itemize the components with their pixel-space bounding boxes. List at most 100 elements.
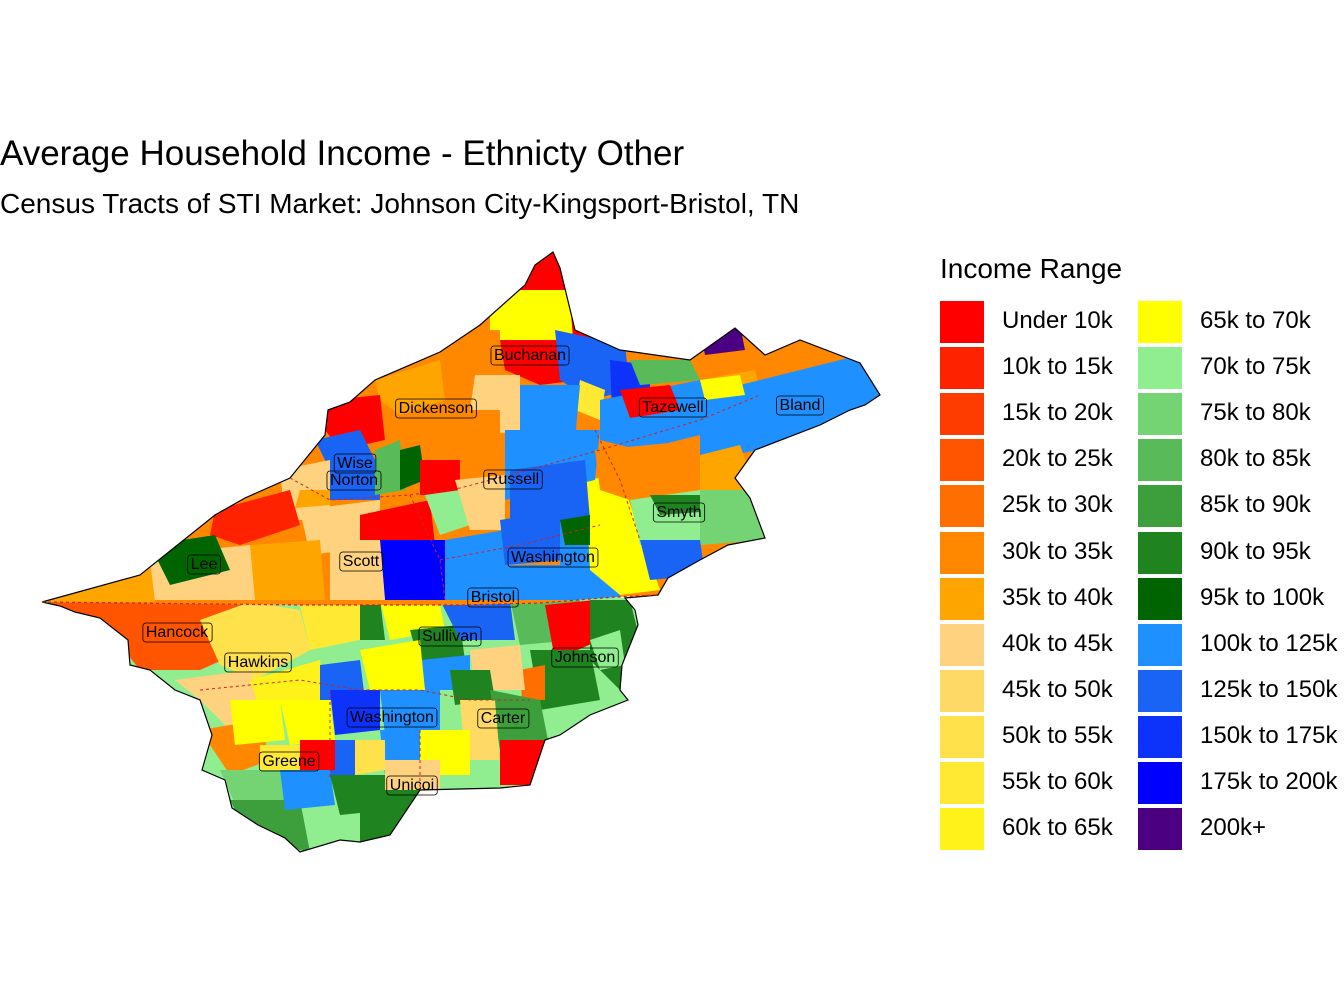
- legend-item: 150k to 175k: [1138, 715, 1338, 761]
- svg-text:Norton: Norton: [330, 472, 378, 489]
- svg-text:Johnson: Johnson: [555, 649, 616, 666]
- county-label: Hancock: [142, 622, 213, 643]
- county-label: Carter: [477, 708, 530, 729]
- county-label: Unicoi: [386, 775, 438, 796]
- svg-text:Bristol: Bristol: [471, 589, 515, 606]
- legend-swatch: [940, 669, 984, 712]
- legend-label: 50k to 55k: [1002, 721, 1113, 749]
- legend-item: 200k+: [1138, 807, 1338, 853]
- svg-text:Tazewell: Tazewell: [642, 399, 703, 416]
- legend-item: 95k to 100k: [1138, 577, 1338, 623]
- legend-label: 65k to 70k: [1200, 307, 1311, 334]
- legend-label: 60k to 65k: [1002, 814, 1113, 842]
- legend-swatch: [1138, 669, 1182, 712]
- svg-text:Greene: Greene: [262, 753, 315, 770]
- legend-swatch: [940, 808, 984, 851]
- svg-text:Scott: Scott: [343, 553, 380, 570]
- legend-item: 65k to 70k: [1138, 300, 1338, 346]
- legend-label: 30k to 35k: [1002, 537, 1113, 565]
- legend-swatch: [940, 762, 984, 804]
- legend-label: 35k to 40k: [1002, 583, 1113, 611]
- county-label: Washington: [507, 547, 599, 568]
- legend-swatch: [1138, 577, 1182, 620]
- svg-text:Washington: Washington: [511, 549, 595, 566]
- legend-item: 35k to 40k: [940, 577, 1140, 623]
- legend-label: 175k to 200k: [1200, 768, 1338, 795]
- county-label: Wise: [333, 453, 377, 474]
- legend-swatch: [940, 485, 984, 528]
- county-label: Bland: [776, 395, 824, 416]
- legend-item: 50k to 55k: [940, 715, 1140, 761]
- legend-item: 75k to 80k: [1138, 392, 1338, 438]
- county-label: Russell: [483, 469, 543, 490]
- legend-label: 40k to 45k: [1002, 629, 1113, 657]
- legend-swatch: [1138, 485, 1182, 528]
- legend-label: 45k to 50k: [1002, 675, 1113, 703]
- legend-label: 90k to 95k: [1200, 537, 1311, 565]
- svg-text:Carter: Carter: [481, 710, 526, 727]
- legend-title: Income Range: [940, 253, 1123, 284]
- county-label: Buchanan: [490, 345, 570, 366]
- legend-label: 200k+: [1200, 814, 1267, 842]
- legend-swatch: [940, 301, 984, 343]
- legend-swatch: [1138, 347, 1182, 390]
- legend-swatch: [1138, 762, 1182, 804]
- legend-label: 25k to 30k: [1002, 491, 1113, 519]
- svg-text:Russell: Russell: [487, 471, 539, 488]
- legend-item: 15k to 20k: [940, 392, 1140, 438]
- legend-label: 100k to 125k: [1200, 629, 1338, 657]
- legend-item: 45k to 50k: [940, 669, 1140, 715]
- legend-item: 175k to 200k: [1138, 761, 1338, 807]
- legend-label: 85k to 90k: [1200, 491, 1311, 519]
- svg-text:Washington: Washington: [350, 709, 434, 726]
- legend-item: 55k to 60k: [940, 761, 1140, 807]
- county-labels: Buchanan Dickenson Tazewell Bland WiseNorton…: [142, 345, 824, 796]
- legend: Under 10k 10k to 15k 15k to 20k 20k to 25k 2…: [940, 300, 1344, 852]
- county-label: Lee: [187, 554, 221, 575]
- legend-swatch: [1138, 808, 1182, 851]
- county-label: Bristol: [467, 587, 519, 608]
- legend-item: 100k to 125k: [1138, 623, 1338, 669]
- county-label: Dickenson: [395, 398, 477, 419]
- legend-swatch: [1138, 439, 1182, 482]
- legend-label: 10k to 15k: [1002, 353, 1113, 381]
- county-label: Smyth: [652, 502, 706, 523]
- tennessee-tracts: [42, 597, 638, 852]
- legend-item: 20k to 25k: [940, 438, 1140, 484]
- legend-label: 150k to 175k: [1200, 721, 1338, 749]
- legend-label: 20k to 25k: [1002, 445, 1113, 473]
- legend-swatch: [940, 531, 984, 574]
- virginia-tracts: [42, 252, 880, 605]
- legend-label: 80k to 85k: [1200, 445, 1311, 473]
- boundary-lines: [41, 251, 881, 853]
- legend-item: 60k to 65k: [940, 807, 1140, 853]
- map-title: Average Household Income - Ethnicty Othe…: [0, 134, 685, 173]
- legend-swatch: [1138, 715, 1182, 758]
- svg-text:Wise: Wise: [337, 455, 373, 472]
- legend-label: 55k to 60k: [1002, 768, 1113, 795]
- county-label: Scott: [339, 551, 384, 572]
- legend-swatch: [1138, 301, 1182, 343]
- svg-text:Buchanan: Buchanan: [494, 347, 566, 364]
- legend-swatch: [940, 439, 984, 482]
- county-label: Sullivan: [418, 626, 482, 647]
- legend-label: Under 10k: [1002, 307, 1113, 334]
- legend-swatch: [940, 393, 984, 436]
- legend-item: 40k to 45k: [940, 623, 1140, 669]
- legend-item: 90k to 95k: [1138, 531, 1338, 577]
- legend-item: 10k to 15k: [940, 346, 1140, 392]
- legend-swatch: [940, 347, 984, 390]
- legend-item: 125k to 150k: [1138, 669, 1338, 715]
- map-subtitle: Census Tracts of STI Market: Johnson Cit…: [0, 188, 800, 219]
- svg-text:Sullivan: Sullivan: [422, 628, 478, 645]
- legend-swatch: [940, 623, 984, 666]
- svg-text:Unicoi: Unicoi: [390, 777, 434, 794]
- county-label: Washington: [346, 707, 438, 728]
- legend-label: 15k to 20k: [1002, 399, 1113, 427]
- county-label: Norton: [326, 470, 382, 491]
- legend-swatch: [940, 577, 984, 620]
- svg-text:Hawkins: Hawkins: [228, 654, 288, 671]
- legend-swatch: [940, 715, 984, 758]
- svg-text:Lee: Lee: [191, 556, 218, 573]
